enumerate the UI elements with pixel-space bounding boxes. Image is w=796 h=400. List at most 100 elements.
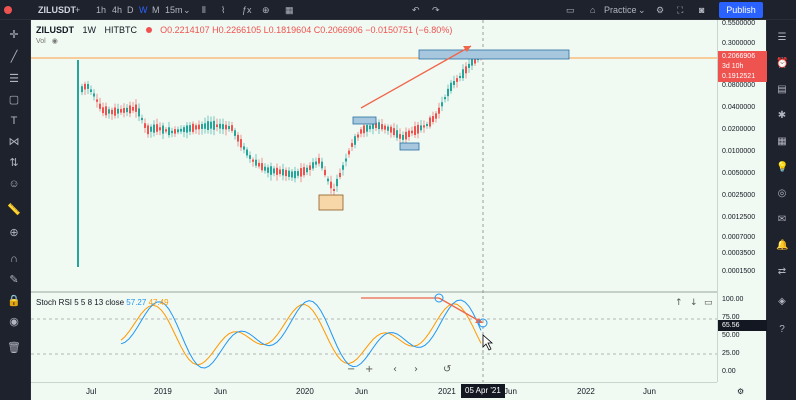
reset-icon[interactable]: ↺ — [443, 364, 451, 375]
candlestick-series — [77, 50, 482, 267]
candle-body — [153, 124, 155, 133]
zoom-in-icon[interactable]: ⊕ — [9, 227, 19, 239]
candle-body — [111, 109, 113, 115]
settings-gear-icon[interactable]: ⚙ — [737, 387, 745, 396]
trendline-icon[interactable]: ╱ — [10, 51, 18, 63]
camera-icon[interactable]: ◙ — [699, 5, 705, 15]
ruler-icon[interactable]: 📏 — [7, 204, 21, 216]
price-tick: 0.5500000 — [722, 20, 756, 27]
time-axis[interactable]: Jul 2019 Jun 2020 Jun 2021 Jun 2022 Jun … — [31, 382, 744, 400]
grid-layout-icon[interactable]: ▦ — [285, 5, 294, 15]
data-window-icon[interactable]: ▤ — [777, 84, 787, 95]
scroll-right-icon[interactable]: › — [414, 364, 418, 375]
candle-body — [84, 83, 86, 90]
chevron-down-icon[interactable]: ⌄ — [638, 5, 646, 15]
magnet-icon[interactable]: ∩ — [10, 253, 18, 265]
pane-up-icon[interactable]: ↑ — [675, 298, 683, 308]
chevron-down-icon[interactable]: ⌄ — [183, 5, 191, 15]
price-axis[interactable]: 0.5500000 0.3000000 0.2066906 3d 10h 0.1… — [717, 20, 767, 382]
interval-15m[interactable]: 15m — [165, 5, 183, 15]
indicators-icon[interactable]: ƒx — [242, 5, 252, 15]
emoji-icon[interactable]: ☺ — [8, 178, 20, 190]
hotlist-icon[interactable]: ✱ — [777, 110, 787, 121]
trash-icon[interactable]: 🗑 — [7, 342, 21, 354]
gear-icon[interactable]: ⚙ — [656, 5, 665, 15]
layout-icon[interactable]: ▭ — [566, 5, 575, 15]
candle-body — [393, 128, 395, 136]
eye-icon[interactable]: ◉ — [9, 316, 19, 328]
undo-icon[interactable]: ↶ — [412, 5, 420, 15]
fib-icon[interactable]: ☰ — [9, 73, 19, 85]
legend-symbol: ZILUSDT — [36, 25, 74, 35]
pattern-icon[interactable]: ⋈ — [8, 136, 20, 148]
interval-1h[interactable]: 1h — [96, 5, 107, 15]
candle-body — [93, 93, 95, 97]
candle-body — [294, 171, 296, 179]
fullscreen-icon[interactable]: ⛶ — [677, 5, 684, 15]
drawing-toolbar: ✛ ╱ ☰ ▢ T ⋈ ⇅ ☺ 📏 ⊕ ∩ ✎ 🔒 ◉ 🗑 — [0, 20, 31, 400]
order-panel-icon[interactable]: ⇄ — [777, 266, 787, 277]
ideas-icon[interactable]: 💡 — [776, 162, 789, 173]
interval-4h[interactable]: 4h — [112, 5, 123, 15]
rsi-arrow-down[interactable] — [438, 297, 482, 323]
price-tick: 0.0003500 — [722, 250, 756, 257]
plus-icon[interactable]: + — [75, 5, 81, 15]
redo-icon[interactable]: ↷ — [432, 5, 440, 15]
crosshair-icon[interactable]: ✛ — [9, 29, 19, 41]
layers-icon[interactable]: ◈ — [778, 296, 786, 307]
candle-body — [141, 117, 143, 121]
candle-body — [177, 129, 179, 133]
chat-icon[interactable]: ✉ — [777, 214, 787, 225]
text-icon[interactable]: T — [10, 115, 18, 127]
practice-icon[interactable]: ⌂ — [590, 5, 596, 15]
support-box[interactable] — [399, 142, 420, 151]
interval-d[interactable]: D — [127, 5, 134, 15]
practice-button[interactable]: Practice — [604, 5, 637, 15]
compare-icon[interactable]: ⊕ — [262, 5, 270, 15]
rsi-tick: 75.00 — [722, 314, 740, 321]
volume-label: Vol — [36, 38, 46, 45]
streams-icon[interactable]: ◎ — [777, 188, 787, 199]
candle-body — [117, 108, 119, 114]
candle-body — [195, 125, 197, 130]
zoom-out-icon[interactable]: − — [347, 364, 355, 375]
zoom-in-icon[interactable]: + — [365, 364, 373, 375]
stoch-rsi-d-line — [120, 303, 482, 366]
rectangle-icon[interactable]: ▢ — [8, 94, 20, 106]
candle-body — [225, 124, 227, 130]
candle-body — [336, 178, 338, 187]
scroll-left-icon[interactable]: ‹ — [393, 364, 397, 375]
time-label: 2021 — [438, 387, 456, 396]
time-label: Jun — [355, 387, 368, 396]
chart-pane[interactable]: − + ‹ › ↺ ↑ ↓ ▭ ZILUSDT 1W HITBTC O0.221… — [31, 20, 767, 400]
accumulation-box[interactable] — [318, 194, 344, 211]
pane-down-icon[interactable]: ↓ — [690, 298, 698, 308]
prediction-icon[interactable]: ⇅ — [9, 157, 19, 169]
alarm-icon[interactable]: ⏰ — [776, 58, 789, 69]
publish-button[interactable]: Publish — [719, 2, 763, 18]
eye-icon[interactable]: ◉ — [51, 38, 58, 45]
candle-body — [444, 97, 446, 100]
lock-icon[interactable]: 🔒 — [7, 295, 21, 307]
trend-arrowhead-icon — [463, 46, 471, 52]
stay-in-drawing-icon[interactable]: ✎ — [9, 274, 19, 286]
supply-zone-box[interactable] — [418, 49, 570, 60]
candle-body — [390, 126, 392, 133]
chart-canvas[interactable]: − + ‹ › ↺ ↑ ↓ ▭ — [31, 20, 717, 382]
interval-m[interactable]: M — [152, 5, 160, 15]
candle-body — [348, 150, 350, 155]
notifications-icon[interactable]: 🔔 — [776, 240, 789, 251]
notification-badge[interactable] — [4, 6, 12, 14]
symbol-search[interactable]: ZILUSDT — [38, 5, 76, 15]
watchlist-icon[interactable]: ☰ — [777, 32, 787, 43]
candle-body — [474, 55, 476, 64]
chart-type-icon[interactable]: ⌇ — [221, 5, 226, 15]
resistance-box[interactable] — [352, 116, 377, 125]
pane-maximize-icon[interactable]: ▭ — [704, 298, 713, 308]
interval-w[interactable]: W — [139, 5, 148, 15]
bar-style-icon[interactable]: ⫴ — [202, 5, 206, 15]
help-icon[interactable]: ? — [779, 324, 785, 335]
calendar-icon[interactable]: ▦ — [777, 136, 787, 147]
trend-arrow[interactable] — [360, 45, 472, 109]
candle-body — [291, 171, 293, 178]
